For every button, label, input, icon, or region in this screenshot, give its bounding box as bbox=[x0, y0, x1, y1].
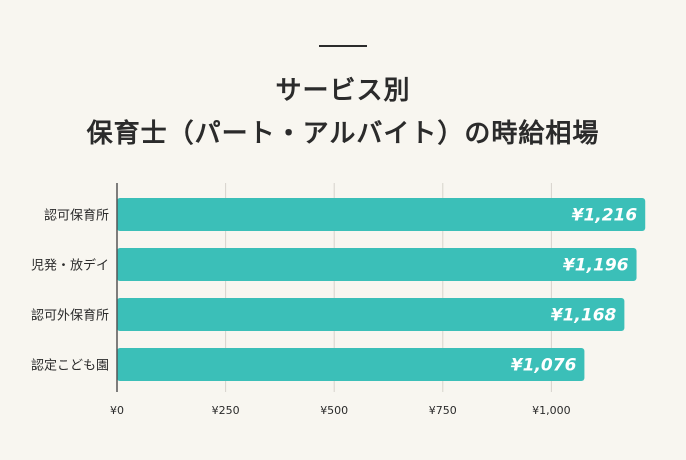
category-label: 認可外保育所 bbox=[31, 308, 109, 324]
title-rule bbox=[319, 45, 367, 47]
chart-title-line1: サービス別 bbox=[275, 76, 411, 106]
x-tick-label: ¥250 bbox=[212, 404, 240, 417]
bar bbox=[117, 248, 637, 281]
data-label: ¥1,168 bbox=[551, 306, 617, 326]
x-tick-label: ¥500 bbox=[320, 404, 348, 417]
category-label: 認可保育所 bbox=[44, 208, 109, 224]
bar bbox=[117, 198, 646, 231]
category-label: 認定こども園 bbox=[31, 358, 109, 374]
data-label: ¥1,216 bbox=[572, 206, 638, 226]
chart-title-line2: 保育士（パート・アルバイト）の時給相場 bbox=[86, 119, 600, 149]
x-tick-label: ¥0 bbox=[110, 404, 124, 417]
bar bbox=[117, 298, 625, 331]
data-label: ¥1,196 bbox=[563, 256, 629, 276]
bar bbox=[117, 348, 585, 381]
data-label: ¥1,076 bbox=[511, 356, 577, 376]
x-tick-label: ¥1,000 bbox=[532, 404, 571, 417]
category-label: 児発・放デイ bbox=[31, 258, 109, 274]
x-tick-label: ¥750 bbox=[429, 404, 457, 417]
